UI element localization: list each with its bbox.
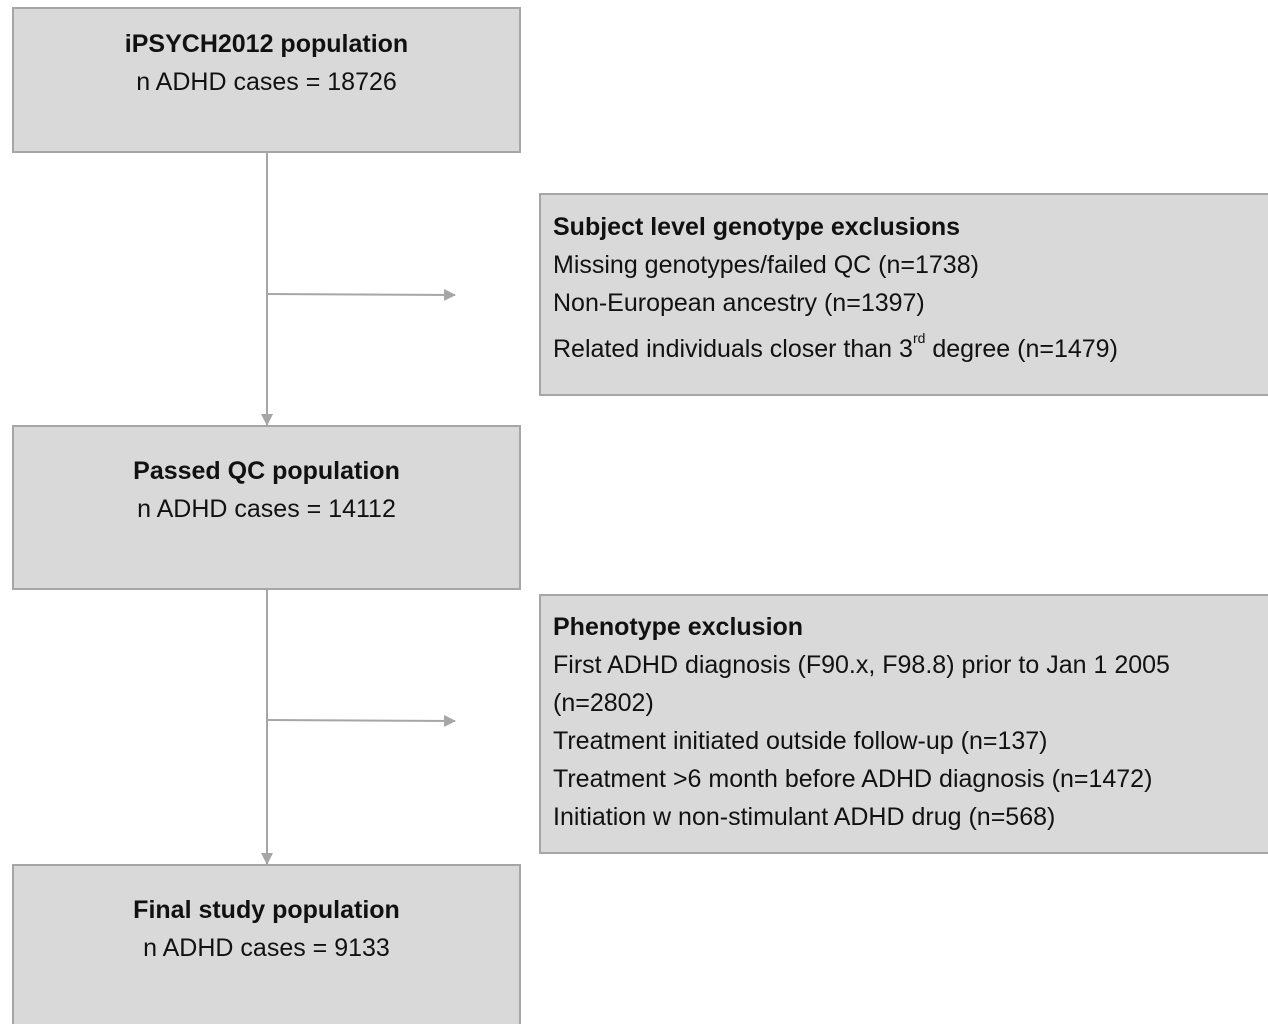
- node-title: iPSYCH2012 population: [124, 30, 409, 58]
- node: iPSYCH2012 population n ADHD cases = 187…: [13, 25, 520, 101]
- exclusion-item: First ADHD diagnosis (F90.x, F98.8) prio…: [553, 651, 1170, 679]
- node-box: [12, 864, 521, 1024]
- exclusion-item: Missing genotypes/failed QC (n=1738): [553, 251, 979, 279]
- node-text: n ADHD cases = 9133: [143, 934, 390, 962]
- node-title: Passed QC population: [133, 457, 400, 485]
- exclusion-item: Treatment >6 month before ADHD diagnosis…: [553, 765, 1153, 793]
- exclusion-item: (n=2802): [553, 689, 654, 717]
- node-box: [12, 7, 521, 153]
- exclusion-item: Non-European ancestry (n=1397): [553, 289, 925, 317]
- arrow: [266, 288, 456, 301]
- node-box: [12, 425, 521, 590]
- exclusion: Phenotype exclusion First ADHD diagnosis…: [553, 608, 1170, 836]
- exclusion-box: [539, 193, 1268, 396]
- exclusion-box: [539, 594, 1268, 854]
- exclusion-title: Subject level genotype exclusions: [553, 213, 961, 241]
- exclusion-item: Related individuals closer than 3rd degr…: [553, 330, 1118, 368]
- node-title: Final study population: [133, 896, 400, 924]
- text: Related individuals closer than 3: [553, 335, 913, 363]
- exclusion-item: Treatment initiated outside follow-up (n…: [553, 727, 1048, 755]
- arrow: [266, 714, 456, 727]
- text: degree (n=1479): [932, 335, 1118, 363]
- superscript: rd: [912, 330, 926, 346]
- node-text: n ADHD cases = 14112: [137, 495, 396, 523]
- exclusion-title: Phenotype exclusion: [553, 613, 804, 641]
- exclusion: Subject level genotype exclusions Missin…: [553, 208, 1118, 368]
- exclusion-item: Initiation w non-stimulant ADHD drug (n=…: [553, 803, 1056, 831]
- node: Passed QC population n ADHD cases = 1411…: [13, 452, 520, 528]
- node: Final study population n ADHD cases = 91…: [13, 891, 520, 967]
- node-text: n ADHD cases = 18726: [136, 68, 397, 96]
